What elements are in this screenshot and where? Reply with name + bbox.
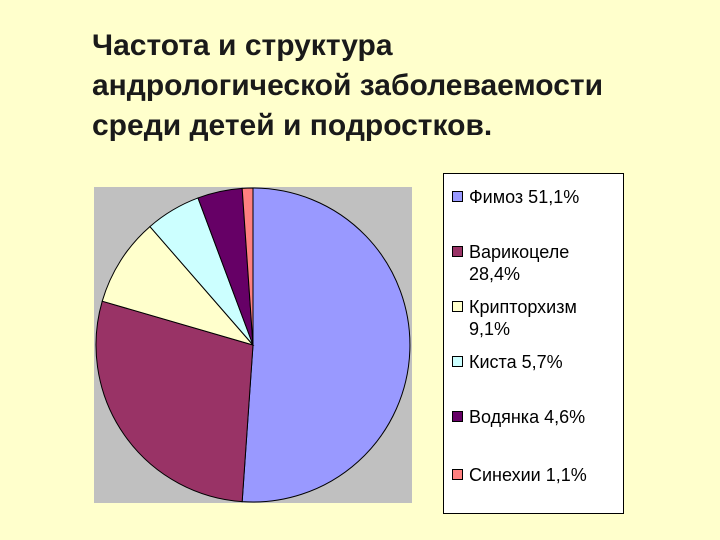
legend-label: Крипторхизм 9,1% (469, 297, 577, 339)
pie-plot-area (94, 187, 412, 503)
legend-item: Фимоз 51,1% (452, 186, 622, 208)
title-line-2: андрологической заболеваемости (92, 69, 604, 102)
legend-label: Варикоцеле 28,4% (469, 242, 570, 284)
title-line-3: среди детей и подростков. (92, 109, 493, 142)
pie-chart (95, 187, 411, 503)
pie-slice-0 (241, 187, 411, 503)
title-line-1: Частота и структура (92, 29, 393, 62)
legend-item: Крипторхизм 9,1% (452, 296, 622, 340)
legend-swatch (452, 469, 463, 480)
slide-title: Частота и структура андрологической забо… (92, 26, 692, 146)
legend-item: Водянка 4,6% (452, 406, 622, 428)
legend-label: Киста 5,7% (469, 352, 563, 372)
legend-swatch (452, 356, 463, 367)
legend-item: Синехии 1,1% (452, 464, 622, 486)
legend-label: Фимоз 51,1% (469, 187, 580, 207)
legend-swatch (452, 191, 463, 202)
pie-slice-5 (241, 187, 254, 346)
pie-slice-1 (95, 300, 254, 503)
legend-item: Киста 5,7% (452, 351, 622, 373)
legend-swatch (452, 301, 463, 312)
legend-label: Синехии 1,1% (469, 465, 587, 485)
chart-legend: Фимоз 51,1% Варикоцеле 28,4% Крипторхизм 9… (443, 173, 624, 514)
pie-slice-2 (101, 225, 255, 346)
legend-swatch (452, 411, 463, 422)
legend-label: Водянка 4,6% (469, 407, 586, 427)
legend-swatch (452, 246, 463, 257)
legend-item: Варикоцеле 28,4% (452, 241, 622, 285)
